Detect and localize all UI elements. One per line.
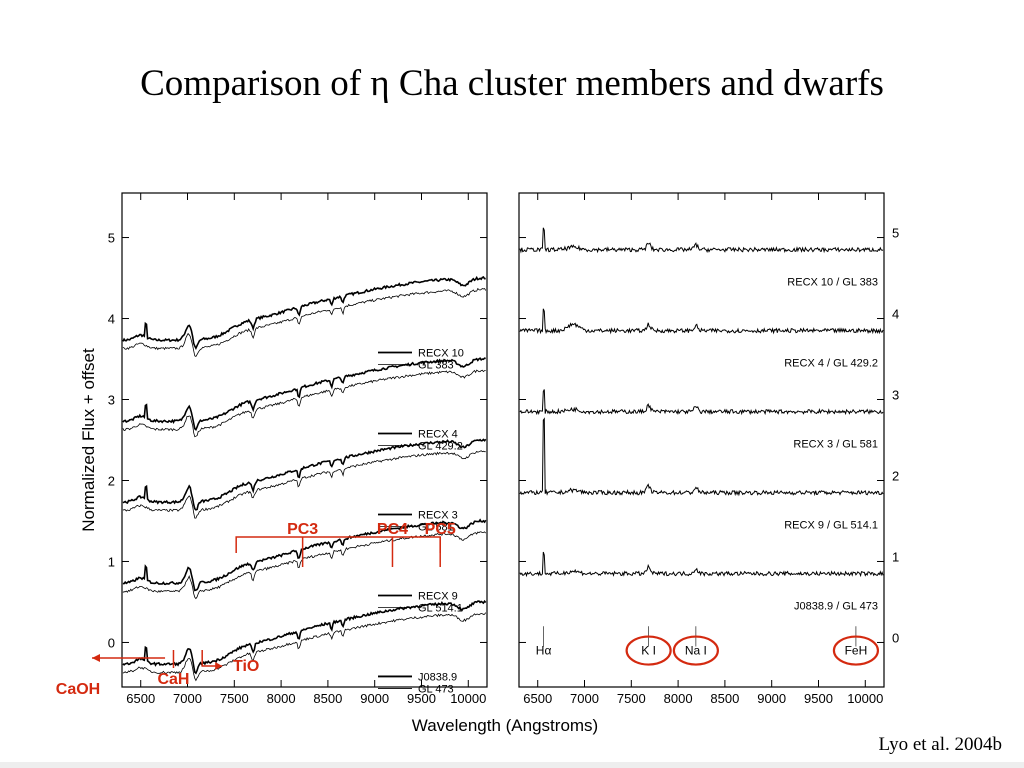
left-x-tick-label: 7500 bbox=[220, 691, 249, 706]
spectrum-gl-581 bbox=[122, 450, 486, 519]
right-x-tick-label: 7000 bbox=[570, 691, 599, 706]
tio-label: TiO bbox=[233, 658, 259, 675]
left-y-tick-label: 2 bbox=[108, 473, 115, 488]
ratio-label: RECX 4 / GL 429.2 bbox=[784, 358, 878, 370]
caoh-label: CaOH bbox=[56, 681, 100, 698]
left-x-tick-label: 7000 bbox=[173, 691, 202, 706]
right-y-tick-label: 0 bbox=[892, 630, 899, 645]
left-y-tick-label: 4 bbox=[108, 312, 115, 327]
left-y-tick-label: 3 bbox=[108, 393, 115, 408]
y-axis-title: Normalized Flux + offset bbox=[79, 348, 98, 532]
spectrum-recx-9 bbox=[122, 518, 487, 592]
spectrum-j0838-9 bbox=[122, 599, 487, 675]
right-x-tick-label: 7500 bbox=[617, 691, 646, 706]
right-x-tick-label: 9500 bbox=[804, 691, 833, 706]
right-y-tick-label: 3 bbox=[892, 388, 899, 403]
left-x-tick-label: 8500 bbox=[313, 691, 342, 706]
legend-label: RECX 3 bbox=[418, 509, 458, 521]
spectrum-recx-4 bbox=[122, 357, 486, 432]
right-y-tick-label: 2 bbox=[892, 468, 899, 483]
spectrum-recx-10 bbox=[122, 275, 486, 351]
left-plot-frame bbox=[121, 192, 488, 688]
feature-label: Na I bbox=[685, 644, 707, 658]
ratio-label: RECX 9 / GL 514.1 bbox=[784, 520, 878, 532]
right-y-tick-label: 4 bbox=[892, 307, 899, 322]
right-y-tick-label: 1 bbox=[892, 549, 899, 564]
ratio-spectrum bbox=[519, 389, 884, 416]
left-y-tick-label: 1 bbox=[108, 554, 115, 569]
right-x-tick-label: 6500 bbox=[523, 691, 552, 706]
spectrum-gl-383 bbox=[122, 287, 487, 358]
feature-label: FeH bbox=[845, 644, 868, 658]
feature-label: Hα bbox=[536, 644, 552, 658]
ratio-spectrum bbox=[519, 227, 884, 254]
left-x-tick-label: 6500 bbox=[126, 691, 155, 706]
legend-label: RECX 10 bbox=[418, 348, 464, 360]
pc-label: PC4 bbox=[377, 521, 408, 538]
right-x-tick-label: 9000 bbox=[757, 691, 786, 706]
pc-label: PC3 bbox=[287, 521, 318, 538]
left-panel: 6500 7000 7500 8000 8500 9000 9500 10000 0 1 2 3 4 5 W… bbox=[79, 192, 598, 735]
right-x-tick-label: 8000 bbox=[664, 691, 693, 706]
citation: Lyo et al. 2004b bbox=[878, 734, 1002, 755]
feature-circle bbox=[672, 635, 719, 666]
ratio-label: RECX 10 / GL 383 bbox=[787, 277, 878, 289]
ratio-label: RECX 3 / GL 581 bbox=[793, 439, 878, 451]
left-y-tick-label: 5 bbox=[108, 231, 115, 246]
right-y-tick-label: 5 bbox=[892, 226, 899, 241]
ratio-label: J0838.9 / GL 473 bbox=[794, 601, 878, 613]
ratio-spectrum bbox=[519, 551, 884, 578]
legend-label: RECX 9 bbox=[418, 590, 458, 602]
left-y-tick-label: 0 bbox=[108, 635, 115, 650]
ratio-spectrum bbox=[519, 308, 884, 335]
feature-circle bbox=[832, 635, 880, 666]
feature-label: K I bbox=[641, 644, 656, 658]
right-x-tick-label: 8500 bbox=[710, 691, 739, 706]
annotations-layer: PC3 PC4 PC5 CaOH CaH TiO bbox=[56, 521, 456, 698]
left-x-tick-label: 9000 bbox=[360, 691, 389, 706]
left-x-tick-label: 8000 bbox=[267, 691, 296, 706]
legend-label: GL 473 bbox=[418, 683, 454, 695]
spectrum-recx-3 bbox=[122, 438, 487, 511]
slide-title: Comparison of η Cha cluster members and … bbox=[140, 63, 884, 104]
spectrum-gl-473 bbox=[122, 612, 487, 682]
legend-label: RECX 4 bbox=[418, 429, 458, 441]
x-axis-title: Wavelength (Angstroms) bbox=[412, 716, 598, 735]
spectrum-gl-429-2 bbox=[122, 369, 486, 438]
left-x-tick-label: 9500 bbox=[407, 691, 436, 706]
tio-arrowhead bbox=[215, 662, 223, 670]
caoh-arrowhead bbox=[92, 654, 100, 662]
ratio-spectrum bbox=[519, 417, 884, 497]
bottom-strip bbox=[0, 762, 1024, 768]
legend-label: J0838.9 bbox=[418, 671, 457, 683]
pc-label: PC5 bbox=[425, 521, 456, 538]
cah-label: CaH bbox=[157, 671, 189, 688]
feature-circle bbox=[625, 635, 672, 666]
left-x-tick-label: 10000 bbox=[450, 691, 486, 706]
spectrum-gl-514-1 bbox=[122, 531, 486, 600]
right-plot-frame bbox=[518, 192, 885, 688]
right-x-tick-label: 10000 bbox=[847, 691, 883, 706]
right-panel: 6500 7000 7500 8000 8500 9000 9500 10000 0 1 2 3 4 5 R… bbox=[518, 192, 899, 706]
